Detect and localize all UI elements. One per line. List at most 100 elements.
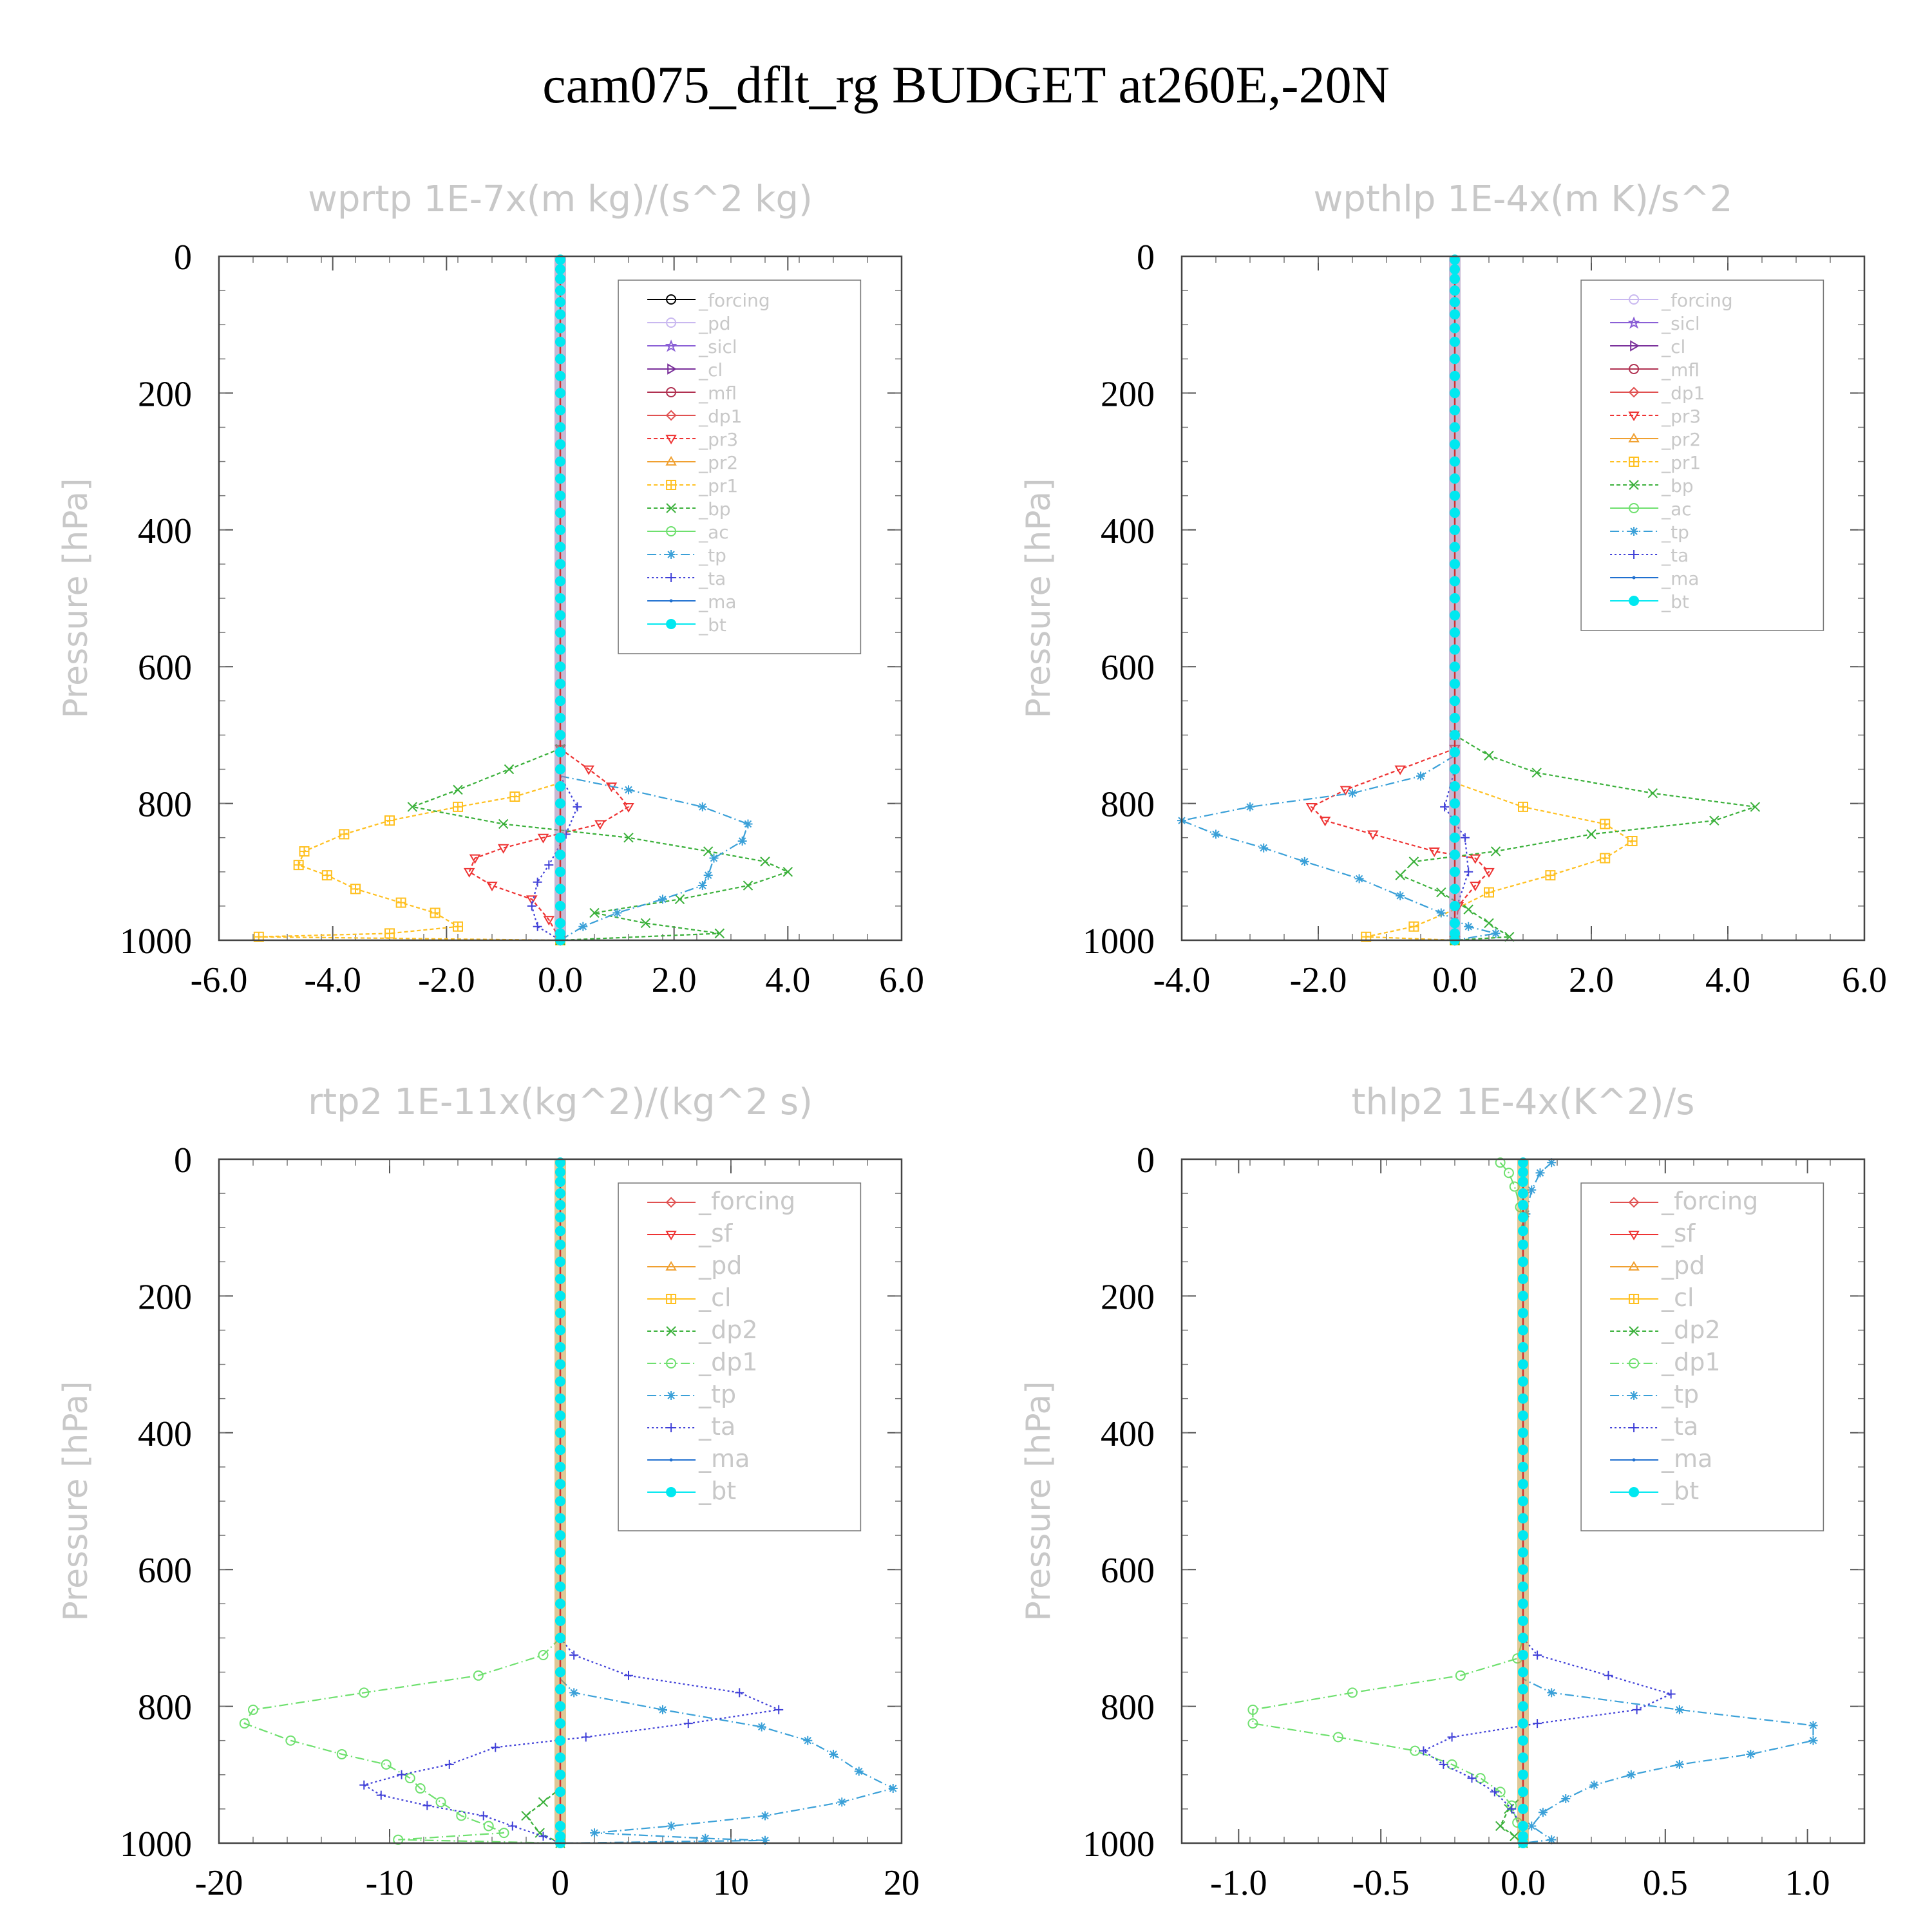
zero-profile-marker — [555, 798, 565, 809]
data-point — [1484, 750, 1494, 761]
zero-profile-marker — [1518, 1564, 1528, 1575]
y-axis-label: Pressure [hPa] — [1019, 1381, 1058, 1622]
data-point — [538, 1649, 549, 1660]
zero-profile-marker — [555, 1581, 565, 1592]
data-point — [1463, 904, 1473, 914]
data-point — [491, 1743, 500, 1752]
legend-label: _pr2 — [1661, 429, 1701, 450]
legend-label: _cl — [1661, 336, 1685, 357]
data-point — [483, 1821, 494, 1832]
legend-label: _ta — [698, 1412, 735, 1441]
zero-profile-marker — [555, 1177, 565, 1188]
data-point — [1305, 803, 1318, 813]
data-point — [1531, 768, 1542, 778]
zero-profile-marker — [555, 285, 565, 296]
zero-profile-marker — [555, 1769, 565, 1780]
zero-profile-marker — [555, 1410, 565, 1421]
legend-label: _tp — [1661, 522, 1689, 543]
data-point — [1259, 843, 1269, 853]
zero-profile-marker — [555, 1649, 565, 1660]
zero-profile-marker — [1518, 1177, 1528, 1188]
zero-profile-marker — [555, 712, 565, 723]
legend-marker — [1629, 503, 1640, 513]
legend-marker — [1629, 1391, 1639, 1400]
data-point — [837, 1797, 847, 1807]
plot-frame — [1180, 1158, 1866, 1844]
data-point — [293, 860, 304, 871]
zero-profile-marker — [1450, 764, 1460, 775]
x-tick-label: -4.0 — [1153, 960, 1211, 1000]
legend-marker — [667, 550, 676, 559]
y-tick-label: 200 — [1101, 1277, 1155, 1317]
zero-profile-marker — [555, 1427, 565, 1438]
legend-marker — [1628, 433, 1640, 442]
zero-profile-marker — [1450, 661, 1460, 672]
x-tick-label: 4.0 — [765, 960, 810, 1000]
legend-label: _bt — [1661, 1477, 1699, 1505]
data-point — [590, 1828, 599, 1838]
data-point — [473, 1670, 484, 1681]
data-point — [1447, 1732, 1457, 1742]
x-tick-label: 4.0 — [1705, 960, 1750, 1000]
zero-profile-marker — [1518, 1752, 1528, 1763]
zero-profile-marker — [555, 1359, 565, 1370]
legend-marker — [1629, 294, 1640, 305]
data-point — [1467, 1774, 1477, 1783]
series-line — [1179, 755, 1496, 942]
series-line — [258, 782, 561, 942]
zero-profile-marker — [1450, 781, 1460, 792]
zero-profile-marker — [1518, 1701, 1528, 1712]
zero-profile-marker — [555, 593, 565, 603]
legend-label: _pd — [698, 313, 731, 334]
data-point — [336, 1748, 347, 1759]
legend-label: _mfl — [1661, 359, 1700, 381]
legend-label: _sf — [1661, 1219, 1696, 1247]
legend-label: _ma — [1661, 568, 1699, 589]
zero-profile-marker — [555, 1752, 565, 1763]
legend-label: _tp — [1661, 1380, 1699, 1408]
y-tick-label: 0 — [1137, 238, 1155, 278]
legend-marker — [666, 387, 677, 397]
zero-profile-marker — [555, 524, 565, 535]
data-point — [888, 1784, 898, 1794]
zero-profile-marker — [1450, 644, 1460, 655]
data-point — [1674, 1759, 1684, 1769]
zero-profile-marker — [555, 1226, 565, 1236]
legend-label: _pr3 — [698, 429, 738, 450]
page-title: cam075_dflt_rg BUDGET at260E,-20N — [542, 55, 1390, 114]
data-point — [735, 1688, 744, 1698]
zero-profile-marker — [555, 1212, 565, 1223]
data-point — [1440, 802, 1450, 811]
legend-marker — [1629, 527, 1639, 536]
legend-marker — [666, 1294, 677, 1304]
data-point — [1332, 1732, 1343, 1743]
zero-profile-marker — [555, 323, 565, 334]
legend-marker — [666, 294, 677, 305]
zero-profile-marker — [555, 473, 565, 484]
legend-marker — [1632, 576, 1636, 580]
data-point — [422, 1801, 432, 1810]
legend-marker — [665, 1231, 677, 1240]
legend-label: _dp1 — [698, 406, 742, 427]
data-point — [321, 870, 332, 881]
series-line — [560, 775, 749, 941]
zero-profile-marker — [555, 404, 565, 415]
zero-profile-marker — [1450, 712, 1460, 723]
zero-profile-marker — [1450, 730, 1460, 741]
data-point — [640, 918, 651, 929]
zero-profile-marker — [1450, 456, 1460, 467]
x-tick-label: -1.0 — [1210, 1863, 1267, 1903]
data-point — [395, 897, 406, 908]
zero-profile-marker — [555, 542, 565, 553]
series-line — [1310, 748, 1490, 941]
zero-profile-marker — [1450, 815, 1460, 826]
x-tick-label: -4.0 — [304, 960, 361, 1000]
data-point — [1347, 1687, 1358, 1698]
chart-wprtp: wprtp 1E-7x(m kg)/(s^2 kg) Pressure [hPa]… — [57, 178, 924, 1000]
legend-marker — [1628, 1261, 1640, 1271]
data-point — [1484, 887, 1494, 898]
data-point — [760, 857, 770, 867]
data-point — [1247, 1704, 1258, 1715]
legend-label: _dp1 — [1661, 383, 1705, 404]
